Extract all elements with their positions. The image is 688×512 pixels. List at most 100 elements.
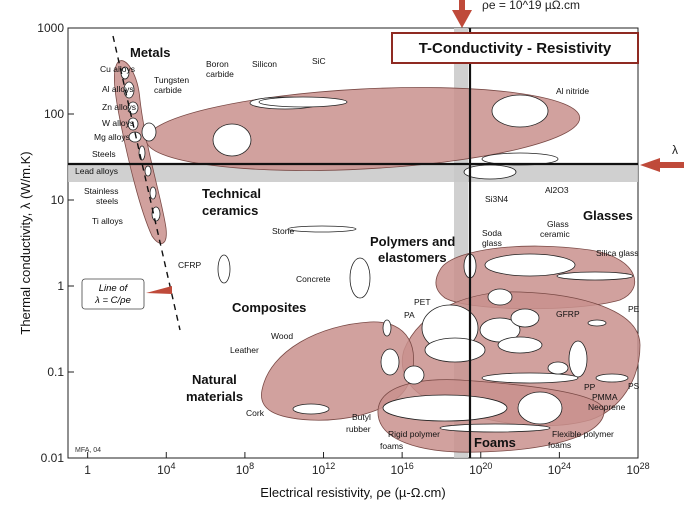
material-label: Concrete <box>296 274 331 284</box>
top-marker: ρe = 10^19 µΩ.cm <box>452 0 580 28</box>
guide-line-label-line2: λ = C/ρe <box>94 295 131 306</box>
material-label: GFRP <box>556 309 580 319</box>
material-label: Al alloys <box>102 84 134 94</box>
material-label: foams <box>380 441 403 451</box>
chart-title: T-Conductivity - Resistivity <box>419 40 612 57</box>
polymer-c-bubble <box>487 288 513 306</box>
y-tick-label: 1 <box>57 279 64 293</box>
envelopes <box>114 60 641 453</box>
material-label: Soda <box>482 228 502 238</box>
top-annotation: ρe = 10^19 µΩ.cm <box>482 0 580 12</box>
foams-strip-bubble <box>439 423 551 433</box>
polymer-b-bubble <box>497 336 543 354</box>
credit-label: MFA, 04 <box>75 447 101 454</box>
material-label: Leather <box>230 345 259 355</box>
lambda-marker-arrow <box>640 158 660 172</box>
pp-bubble <box>547 361 569 375</box>
material-label: Rigid polymer <box>388 429 440 439</box>
material-label: Glass <box>547 219 569 229</box>
material-label: W alloys <box>102 118 134 128</box>
stone-bubble <box>287 225 357 233</box>
butyl-rubber-bubble <box>403 365 425 385</box>
material-label: Mg alloys <box>94 132 130 142</box>
al-nitride-bubble <box>491 94 549 128</box>
sic-bubble <box>258 96 348 108</box>
material-label: Cork <box>246 408 265 418</box>
material-label: Neoprene <box>588 402 626 412</box>
lead-alloys-bubble <box>144 165 152 177</box>
material-label: steels <box>96 196 118 206</box>
material-label: PET <box>414 297 431 307</box>
y-tick-label: 0.1 <box>47 365 64 379</box>
title-box-frame <box>391 32 639 64</box>
material-label: Silicon <box>252 59 277 69</box>
wood-bubble <box>380 348 400 376</box>
steels-bubble <box>138 145 146 161</box>
family-label: Technical <box>202 186 261 201</box>
material-label: PP <box>584 382 596 392</box>
material-label: Silica glass <box>596 248 639 258</box>
cfrp-bubble <box>217 254 231 284</box>
title-box: T-Conductivity - Resistivity <box>391 32 639 64</box>
x-tick-label: 104 <box>157 461 175 477</box>
lambda-marker-shaft <box>660 162 684 168</box>
material-label: CFRP <box>178 260 201 270</box>
lambda-marker: λ <box>640 143 684 172</box>
material-label: PA <box>404 310 415 320</box>
x-tick-label: 1016 <box>390 461 413 477</box>
pmma-bubble <box>568 340 588 378</box>
top-marker-arrow <box>452 10 472 28</box>
material-label: Steels <box>92 149 116 159</box>
material-label: carbide <box>154 85 182 95</box>
polymer-a-bubble <box>424 337 486 363</box>
material-label: Boron <box>206 59 229 69</box>
x-tick-label: 1020 <box>469 461 492 477</box>
x-axis-title: Electrical resistivity, ρe (µ-Ω.cm) <box>260 485 445 500</box>
flexible-foams-bubble <box>517 391 563 425</box>
guide-line-label-box <box>81 278 145 310</box>
mg-alloys-bubble <box>128 131 142 143</box>
family-label: Glasses <box>583 208 633 223</box>
ps-bubble <box>595 373 629 383</box>
lambda-label: λ <box>672 143 678 157</box>
gfrp-bubble <box>510 308 540 328</box>
material-label: SiC <box>312 56 326 66</box>
material-label: glass <box>482 238 502 248</box>
x-tick-label: 1024 <box>548 461 571 477</box>
cork-bubble <box>292 403 330 415</box>
neoprene-bubble <box>481 372 579 384</box>
boron-carbide-bubble <box>212 123 252 157</box>
material-label: foams <box>548 440 571 450</box>
rigid-foams-bubble <box>382 394 508 422</box>
pe-bubble <box>587 319 607 327</box>
leather-bubble <box>382 319 392 337</box>
si3n4-bubble <box>463 164 517 180</box>
family-label: Natural <box>192 372 237 387</box>
y-tick-label: 10 <box>51 193 65 207</box>
x-tick-label: 1028 <box>626 461 649 477</box>
stainless-steels-bubble <box>149 186 157 200</box>
concrete-bubble <box>349 257 371 299</box>
tungsten-carbide-bubble <box>141 122 157 142</box>
material-label: PE <box>628 304 640 314</box>
material-label: Wood <box>271 331 293 341</box>
material-label: Flexible polymer <box>552 429 614 439</box>
family-label: Metals <box>130 45 170 60</box>
material-label: Lead alloys <box>75 166 118 176</box>
family-label: Polymers and <box>370 234 455 249</box>
material-label: rubber <box>346 424 371 434</box>
material-label: ceramic <box>540 229 571 239</box>
y-tick-label: 1000 <box>37 21 64 35</box>
y-tick-label: 100 <box>44 107 64 121</box>
material-label: Zn alloys <box>102 102 136 112</box>
material-label: PS <box>628 381 640 391</box>
material-label: Butyl <box>352 412 371 422</box>
y-tick-label: 0.01 <box>41 451 65 465</box>
ti-alloys-bubble <box>151 206 161 222</box>
family-label: materials <box>186 389 243 404</box>
x-tick-label: 1012 <box>312 461 335 477</box>
material-label: carbide <box>206 69 234 79</box>
glass-ceramic-bubble <box>484 253 576 277</box>
